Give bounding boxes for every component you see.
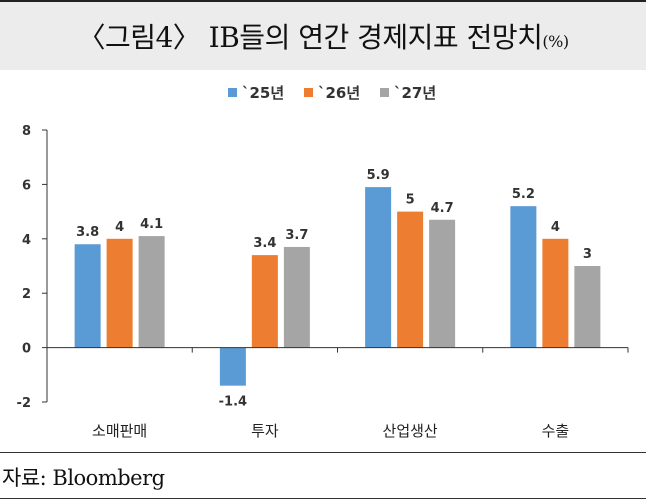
data-label: 5.9 (367, 168, 390, 183)
bar (219, 347, 246, 386)
legend-label: `25년 (242, 84, 284, 102)
data-labels: 3.8 4 4.1 -1.4 3.4 3.7 5.9 5 4.7 5.2 4 3 (76, 168, 592, 410)
x-axis: 소매판매 투자 산업생산 수출 (46, 347, 629, 440)
y-tick-label: 4 (22, 233, 31, 248)
y-tick-label: 2 (22, 287, 31, 302)
category-label: 수출 (542, 422, 570, 440)
data-label: 3.8 (76, 225, 99, 240)
bar (251, 255, 278, 348)
source-divider (0, 452, 646, 453)
category-label: 투자 (251, 422, 279, 440)
title-main: 〈그림4〉 IB들의 연간 경제지표 전망치 (77, 21, 543, 54)
bar (283, 246, 310, 348)
legend-label: `27년 (394, 84, 436, 102)
chart-title: 〈그림4〉 IB들의 연간 경제지표 전망치(%) (0, 16, 646, 56)
bar (429, 219, 456, 348)
bar (574, 266, 601, 348)
category-label: 산업생산 (383, 422, 438, 440)
title-unit: (%) (542, 32, 569, 51)
y-tick-label: -2 (17, 396, 31, 411)
data-label: -1.4 (219, 395, 247, 410)
data-label: 4 (551, 220, 560, 235)
bar (510, 206, 537, 348)
data-label: 5 (406, 193, 415, 208)
bar (74, 244, 101, 348)
bottom-divider (0, 498, 646, 499)
bar (397, 211, 424, 348)
title-band: 〈그림4〉 IB들의 연간 경제지표 전망치(%) (0, 0, 646, 70)
data-label: 3 (583, 247, 592, 262)
data-label: 4.1 (140, 217, 163, 232)
source-note: 자료: Bloomberg (2, 466, 165, 490)
bar (106, 238, 133, 348)
data-label: 3.4 (253, 236, 276, 251)
bar (365, 187, 392, 348)
legend: `25년 `26년 `27년 (228, 84, 436, 102)
y-axis: -2 0 2 4 6 8 (17, 124, 48, 411)
legend-swatch (304, 88, 313, 97)
bar (138, 236, 165, 348)
category-label: 소매판매 (92, 422, 147, 440)
legend-swatch (228, 88, 237, 97)
data-label: 4.7 (431, 201, 454, 216)
legend-swatch (380, 88, 389, 97)
data-label: 3.7 (285, 228, 308, 243)
bar-chart: `25년 `26년 `27년 -2 0 2 4 6 8 3.8 4 4.1 -1.4 3.4 3.7 5.… (17, 84, 629, 440)
legend-label: `26년 (318, 84, 360, 102)
y-tick-label: 8 (22, 124, 31, 139)
bar (542, 238, 569, 348)
data-label: 5.2 (512, 187, 535, 202)
bars (74, 187, 601, 386)
y-tick-label: 0 (22, 342, 31, 357)
data-label: 4 (115, 220, 124, 235)
y-tick-label: 6 (22, 178, 31, 193)
